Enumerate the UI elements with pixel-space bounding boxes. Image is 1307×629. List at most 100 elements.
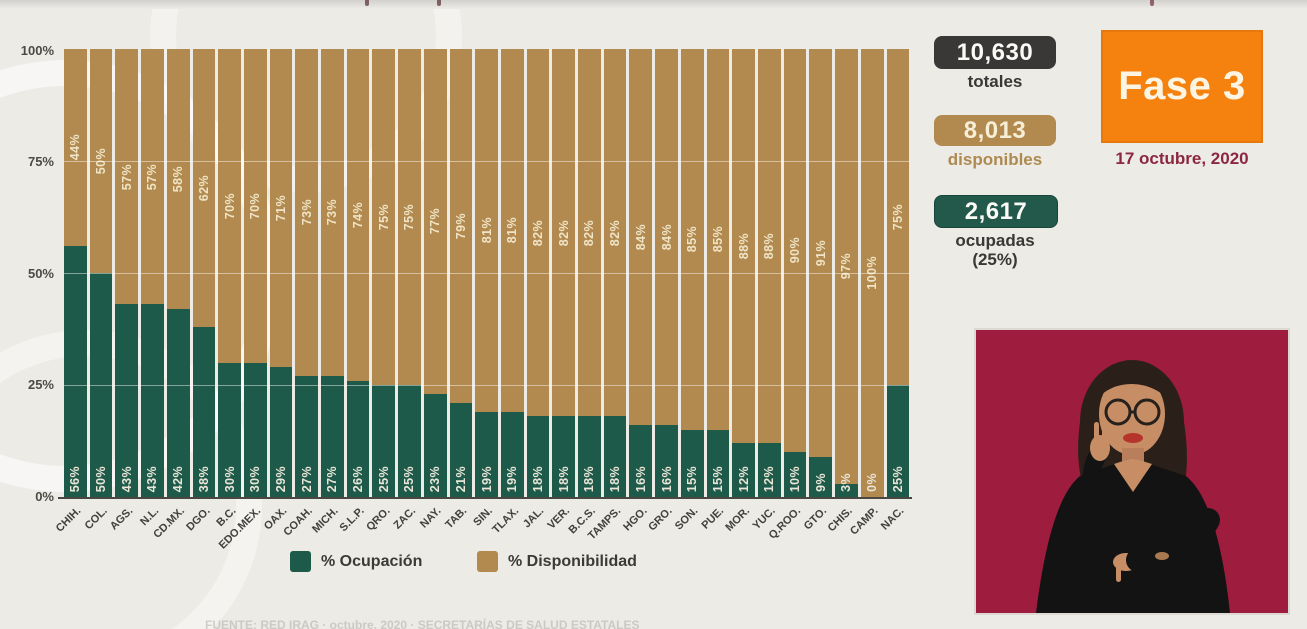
disponibilidad-value-label: 79%: [453, 212, 468, 240]
segment-disponibilidad: 75%: [886, 49, 910, 385]
x-axis-label: MOR.: [723, 505, 753, 534]
bar-qroo: 90% 10% Q.ROO.: [767, 49, 807, 542]
segment-disponibilidad: 79%: [449, 49, 473, 403]
y-tick-100: 100%: [20, 43, 54, 58]
disponibilidad-value-label: 91%: [813, 239, 828, 266]
disponibilidad-value-label: 73%: [299, 199, 314, 226]
segment-disponibilidad: 44%: [64, 49, 87, 247]
ocupacion-value-label: 43%: [119, 465, 134, 492]
x-axis-label: COL.: [82, 505, 110, 533]
disponibilidad-value-label: 75%: [376, 203, 391, 231]
bar-coah: 73% 27% COAH.: [282, 49, 319, 539]
ocupacion-value-label: 10%: [788, 465, 803, 492]
x-axis-label: SON.: [673, 505, 701, 533]
bar-tab: 79% 21% TAB.: [443, 49, 473, 531]
legend-ocupacion: % Ocupación: [290, 551, 422, 572]
disponibilidad-value-label: 58%: [171, 165, 186, 193]
ocupacion-value-label: 3%: [839, 473, 854, 492]
ocupacion-value-label: 43%: [145, 465, 160, 492]
bar-edomex: 70% 30% EDO.MEX.: [217, 49, 267, 552]
bar-tamps: 82% 18% TAMPS.: [586, 49, 627, 542]
segment-disponibilidad: 71%: [269, 49, 293, 368]
segment-ocupacion: [295, 376, 319, 497]
bar-nac: 75% 25% NAC.: [879, 49, 910, 532]
bar-yuc: 88% 12% YUC.: [751, 49, 781, 532]
segment-disponibilidad: 74%: [346, 49, 370, 381]
segment-ocupacion: [423, 393, 447, 497]
segment-disponibilidad: 88%: [732, 49, 755, 444]
ocupacion-value-label: 23%: [428, 465, 443, 492]
legend-label-ocupacion: % Ocupación: [321, 552, 423, 570]
disponibilidad-value-label: 44%: [68, 134, 83, 161]
segment-ocupacion: [655, 425, 678, 497]
ocupacion-value-label: 16%: [659, 465, 674, 492]
ocupacion-value-label: 38%: [196, 465, 211, 492]
segment-ocupacion: [680, 429, 704, 497]
legend-label-disponibilidad: % Disponibilidad: [508, 552, 637, 570]
segment-ocupacion: [141, 304, 164, 497]
bar-hgo: 84% 16% HGO.: [621, 49, 653, 533]
segment-ocupacion: [243, 362, 267, 497]
bar-nl: 57% 43% N.L.: [138, 49, 164, 528]
segment-disponibilidad: 75%: [398, 49, 421, 385]
disponibilidad-value-label: 82%: [531, 219, 545, 246]
legend-swatch-tan: [477, 551, 498, 572]
segment-ocupacion: [783, 452, 807, 497]
bar-pue: 85% 15% PUE.: [700, 49, 730, 532]
ocupacion-value-label: 12%: [736, 465, 751, 492]
x-axis-label: NAC.: [878, 505, 907, 533]
ocupacion-value-label: 30%: [248, 465, 263, 492]
cropped-glyph: [1150, 0, 1154, 6]
bar-chih: 44% 56% CHIH.: [54, 49, 87, 535]
ocupacion-value-label: 16%: [633, 465, 648, 492]
segment-ocupacion: [886, 385, 910, 497]
bar-dgo: 62% 38% DGO.: [184, 49, 216, 533]
disponibilidad-value-label: 84%: [659, 224, 674, 251]
segment-ocupacion: [64, 246, 87, 497]
segment-disponibilidad: 82%: [603, 49, 627, 417]
segment-disponibilidad: 75%: [372, 49, 396, 385]
segment-ocupacion: [372, 385, 396, 497]
ocupacion-value-label: 29%: [273, 465, 288, 492]
segment-disponibilidad: 50%: [89, 49, 113, 273]
x-axis-label: TAB.: [443, 505, 470, 532]
y-tick-25: 25%: [27, 377, 54, 392]
fase-3-label: Fase 3: [1118, 64, 1246, 108]
x-axis-label: JAL.: [521, 505, 547, 531]
ocupacion-value-label: 26%: [351, 465, 366, 492]
x-axis-label: DGO.: [183, 505, 213, 534]
segment-ocupacion: [449, 402, 473, 497]
cropped-glyph: [365, 0, 369, 6]
ocupacion-value-label: 25%: [402, 465, 417, 492]
ocupacion-value-label: 30%: [222, 465, 237, 492]
bar-oax: 71% 29% OAX.: [262, 49, 293, 533]
ocupacion-value-label: 18%: [582, 465, 597, 492]
x-axis-label: QRO.: [363, 505, 393, 534]
segment-ocupacion: [629, 425, 653, 497]
cropped-title-strip: [0, 0, 1307, 9]
disponibilidad-value-label: 82%: [556, 219, 571, 246]
x-axis-label: ZAC.: [391, 505, 418, 532]
disponibilidad-value-label: 90%: [788, 237, 803, 264]
bar-nay: 77% 23% NAY.: [418, 49, 447, 531]
segment-ocupacion: [218, 362, 241, 497]
segment-ocupacion: [552, 416, 576, 497]
bar-tlax: 81% 19% TLAX.: [490, 49, 524, 536]
bar-mor: 88% 12% MOR.: [723, 49, 755, 534]
legend-swatch-green: [290, 551, 311, 572]
disponibilidad-value-label: 85%: [710, 226, 725, 253]
bar-jal: 82% 18% JAL.: [521, 49, 550, 530]
segment-ocupacion: [757, 443, 781, 497]
bar-camp: 100% 0% CAMP.: [848, 49, 884, 538]
segment-ocupacion: [809, 456, 833, 497]
disponibilidad-value-label: 71%: [273, 194, 288, 222]
bar-mich: 73% 27% MICH.: [310, 49, 344, 536]
bar-chis: 97% 3% CHIS.: [826, 49, 858, 534]
segment-disponibilidad: 85%: [706, 49, 730, 430]
ocupacion-value-label: 0%: [865, 473, 880, 492]
slide-date: 17 octubre, 2020: [1115, 149, 1249, 168]
ocupacion-value-label: 12%: [762, 465, 777, 492]
disponibilidad-value-label: 88%: [762, 233, 777, 260]
legend-disponibilidad: % Disponibilidad: [477, 551, 637, 572]
x-axis-label: CHIH.: [54, 505, 84, 535]
